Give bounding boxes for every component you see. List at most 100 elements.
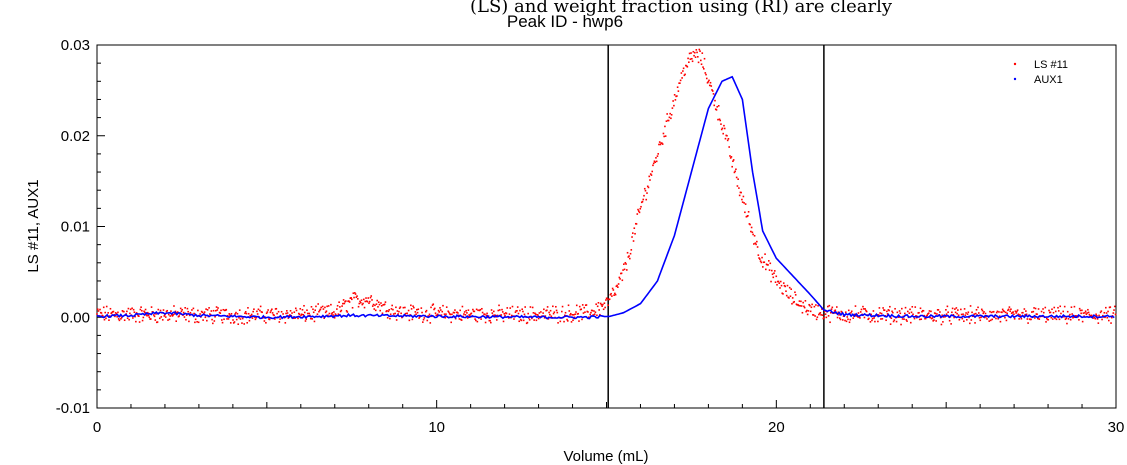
data-point-ls11 bbox=[703, 57, 706, 60]
data-point-ls11 bbox=[720, 128, 723, 131]
data-point-ls11 bbox=[169, 315, 172, 317]
data-point-ls11 bbox=[754, 242, 757, 244]
data-point-ls11 bbox=[394, 312, 396, 315]
data-point-ls11 bbox=[964, 314, 967, 316]
data-point-ls11 bbox=[1024, 313, 1026, 316]
data-point-ls11 bbox=[773, 270, 776, 272]
data-point-ls11 bbox=[699, 59, 702, 62]
data-point-ls11 bbox=[434, 312, 437, 314]
data-point-ls11 bbox=[652, 164, 654, 167]
data-point-ls11 bbox=[571, 313, 574, 316]
legend-label-aux1: AUX1 bbox=[1034, 74, 1063, 86]
data-point-ls11 bbox=[533, 319, 535, 321]
data-point-ls11 bbox=[673, 104, 675, 107]
data-point-ls11 bbox=[341, 305, 343, 307]
data-point-ls11 bbox=[1034, 317, 1036, 319]
data-point-ls11 bbox=[542, 312, 544, 314]
data-point-ls11 bbox=[602, 308, 605, 311]
data-point-ls11 bbox=[1010, 308, 1012, 311]
data-point-ls11 bbox=[445, 306, 448, 308]
data-point-ls11 bbox=[484, 313, 486, 316]
data-point-ls11 bbox=[800, 305, 803, 307]
data-point-ls11 bbox=[129, 308, 132, 311]
data-point-ls11 bbox=[331, 312, 334, 314]
data-point-ls11 bbox=[567, 304, 570, 307]
data-point-ls11 bbox=[1098, 314, 1100, 317]
data-point-ls11 bbox=[230, 312, 233, 315]
data-point-ls11 bbox=[473, 310, 476, 313]
data-point-ls11 bbox=[815, 318, 818, 321]
data-point-ls11 bbox=[950, 323, 952, 325]
data-point-ls11 bbox=[623, 268, 626, 271]
data-point-ls11 bbox=[248, 319, 251, 322]
data-point-ls11 bbox=[867, 318, 869, 321]
data-point-ls11 bbox=[475, 319, 477, 322]
data-point-ls11 bbox=[257, 308, 260, 311]
data-point-ls11 bbox=[175, 320, 178, 322]
data-point-ls11 bbox=[348, 300, 350, 302]
data-point-ls11 bbox=[898, 310, 901, 312]
data-point-ls11 bbox=[1071, 313, 1073, 315]
data-point-ls11 bbox=[178, 315, 180, 317]
data-point-ls11 bbox=[649, 179, 651, 181]
data-point-ls11 bbox=[233, 321, 236, 323]
data-point-ls11 bbox=[690, 52, 692, 54]
data-point-ls11 bbox=[203, 311, 206, 313]
data-point-ls11 bbox=[463, 313, 465, 315]
data-point-ls11 bbox=[371, 305, 374, 307]
data-point-ls11 bbox=[466, 317, 469, 319]
data-point-ls11 bbox=[865, 309, 867, 312]
data-point-ls11 bbox=[779, 287, 781, 289]
data-point-ls11 bbox=[282, 313, 284, 315]
data-point-ls11 bbox=[995, 317, 997, 320]
data-point-ls11 bbox=[931, 317, 934, 319]
data-point-ls11 bbox=[194, 321, 196, 324]
data-point-ls11 bbox=[853, 313, 856, 316]
data-point-ls11 bbox=[208, 307, 210, 309]
data-point-ls11 bbox=[266, 311, 269, 313]
data-point-ls11 bbox=[238, 309, 241, 311]
data-point-ls11 bbox=[637, 210, 640, 212]
data-point-ls11 bbox=[368, 300, 371, 303]
data-point-ls11 bbox=[235, 318, 238, 321]
data-point-ls11 bbox=[217, 307, 219, 309]
data-point-ls11 bbox=[753, 243, 755, 245]
data-point-ls11 bbox=[1037, 317, 1039, 320]
data-point-ls11 bbox=[682, 67, 685, 70]
data-point-ls11 bbox=[1088, 313, 1091, 316]
data-point-ls11 bbox=[582, 312, 585, 314]
data-point-ls11 bbox=[114, 315, 116, 318]
data-point-ls11 bbox=[1027, 322, 1029, 324]
data-point-ls11 bbox=[803, 306, 806, 309]
data-point-ls11 bbox=[641, 200, 644, 203]
data-point-ls11 bbox=[998, 315, 1001, 317]
data-point-ls11 bbox=[868, 317, 870, 320]
data-point-ls11 bbox=[306, 309, 308, 312]
data-point-ls11 bbox=[474, 318, 476, 320]
data-point-ls11 bbox=[389, 317, 391, 320]
data-point-ls11 bbox=[685, 65, 688, 67]
data-point-ls11 bbox=[596, 305, 599, 308]
data-point-ls11 bbox=[457, 314, 460, 317]
data-point-ls11 bbox=[635, 223, 638, 225]
data-point-ls11 bbox=[475, 308, 478, 311]
data-point-ls11 bbox=[903, 318, 905, 320]
data-point-ls11 bbox=[614, 293, 617, 296]
data-point-ls11 bbox=[427, 315, 430, 317]
data-point-ls11 bbox=[297, 317, 299, 320]
data-point-ls11 bbox=[647, 186, 650, 189]
data-point-ls11 bbox=[1086, 312, 1088, 314]
data-point-ls11 bbox=[574, 313, 577, 315]
data-point-ls11 bbox=[128, 318, 130, 321]
data-point-ls11 bbox=[775, 275, 778, 278]
data-point-ls11 bbox=[928, 310, 931, 312]
data-point-ls11 bbox=[668, 116, 671, 119]
data-point-ls11 bbox=[1015, 312, 1017, 314]
data-point-ls11 bbox=[794, 294, 797, 296]
data-point-ls11 bbox=[312, 311, 315, 314]
data-point-ls11 bbox=[799, 305, 801, 307]
data-point-ls11 bbox=[414, 311, 417, 313]
data-point-ls11 bbox=[293, 311, 296, 314]
data-point-ls11 bbox=[336, 308, 338, 310]
data-point-ls11 bbox=[162, 309, 165, 311]
